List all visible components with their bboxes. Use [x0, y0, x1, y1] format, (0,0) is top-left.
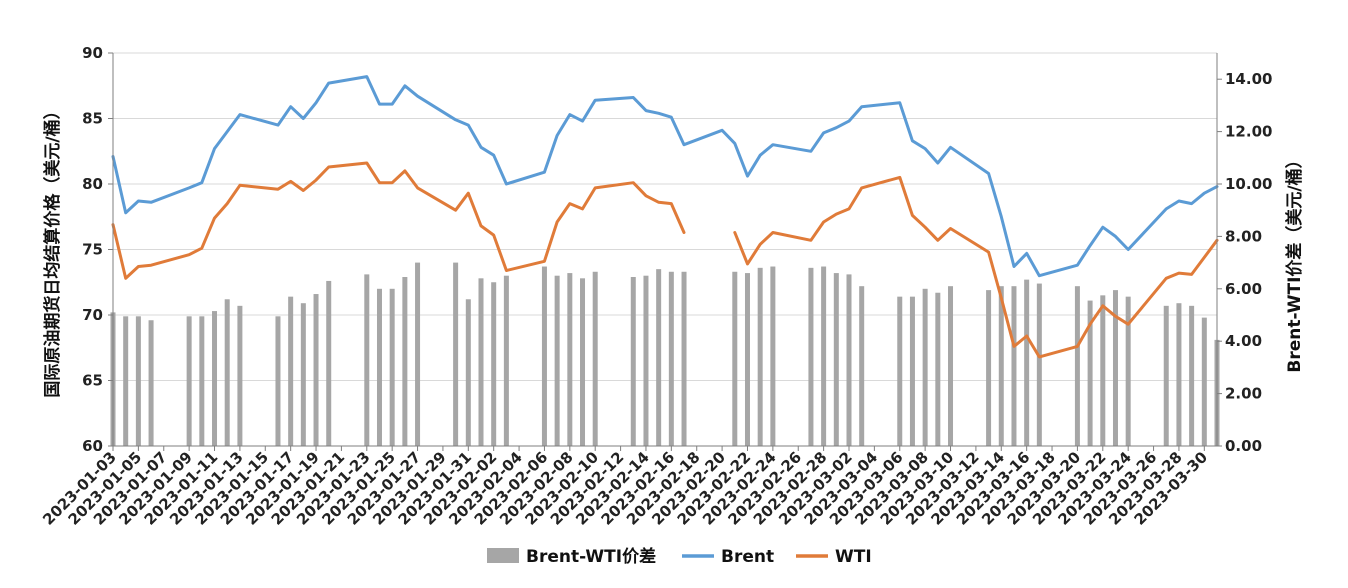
spread-bar — [491, 282, 497, 446]
left-tick-label: 85 — [82, 110, 103, 128]
x-axis-ticks: 2023-01-032023-01-052023-01-072023-01-09… — [39, 446, 1211, 529]
right-tick-label: 12.00 — [1225, 123, 1272, 141]
spread-bar — [1125, 296, 1131, 446]
spread-bar — [744, 273, 750, 446]
spread-bar — [1201, 317, 1207, 446]
spread-bar — [415, 262, 421, 446]
spread-bar — [199, 316, 205, 446]
spread-bar — [288, 296, 294, 446]
right-tick-label: 14.00 — [1225, 70, 1272, 88]
spread-bar — [656, 269, 662, 446]
spread-bar — [364, 274, 370, 446]
wti-line — [111, 161, 1219, 359]
spread-bar — [580, 278, 586, 446]
right-tick-label: 6.00 — [1225, 280, 1262, 298]
spread-bar — [503, 275, 509, 446]
price-lines — [111, 75, 1219, 359]
spread-bar — [1189, 305, 1195, 446]
legend: Brent-WTI价差 Brent WTI — [487, 546, 872, 567]
spread-bar — [846, 274, 852, 446]
spread-bar — [1112, 290, 1118, 446]
left-axis-title: 国际原油期货日均结算价格（美元/桶） — [42, 102, 63, 397]
right-tick-label: 8.00 — [1225, 227, 1262, 245]
legend-swatch-spread — [487, 548, 519, 563]
right-tick-label: 4.00 — [1225, 332, 1262, 350]
spread-bar — [275, 316, 281, 446]
right-tick-label: 0.00 — [1225, 437, 1262, 455]
legend-label-brent: Brent — [721, 547, 774, 567]
right-tick-label: 10.00 — [1225, 175, 1272, 193]
spread-bars — [110, 262, 1220, 446]
spread-bar — [909, 296, 915, 446]
spread-bar — [1087, 300, 1093, 446]
spread-bar — [732, 271, 738, 446]
spread-bar — [770, 266, 776, 446]
spread-bar — [478, 278, 484, 446]
spread-bar — [237, 305, 243, 446]
spread-bar — [453, 262, 459, 446]
right-axis-ticks: 0.00 2.00 4.00 6.00 8.00 10.00 12.00 14.00 — [1217, 70, 1272, 455]
spread-bar — [986, 290, 992, 446]
brent-line — [111, 75, 1219, 278]
spread-bar — [224, 299, 230, 446]
spread-bar — [922, 288, 928, 446]
spread-bar — [300, 303, 306, 446]
spread-bar — [948, 286, 954, 446]
spread-bar — [757, 267, 763, 446]
spread-bar — [833, 273, 839, 446]
spread-bar — [186, 316, 192, 446]
spread-bar — [212, 311, 218, 446]
spread-bar — [465, 299, 471, 446]
right-axis-title: Brent-WTI价差（美元/桶） — [1284, 151, 1305, 372]
spread-bar — [1024, 279, 1030, 446]
spread-bar — [567, 273, 573, 446]
spread-bar — [808, 267, 814, 446]
spread-bar — [1176, 303, 1182, 446]
left-tick-label: 80 — [82, 175, 103, 193]
spread-bar — [1100, 295, 1106, 446]
spread-bar — [592, 271, 598, 446]
spread-bar — [326, 280, 332, 446]
spread-bar — [630, 277, 636, 446]
spread-bar — [668, 271, 674, 446]
spread-bar — [541, 266, 547, 446]
spread-bar — [998, 286, 1004, 446]
left-tick-label: 65 — [82, 372, 103, 390]
left-tick-label: 60 — [82, 437, 103, 455]
spread-bar — [1011, 286, 1017, 446]
legend-label-spread: Brent-WTI价差 — [526, 546, 656, 567]
spread-bar — [1163, 305, 1169, 446]
left-tick-label: 90 — [82, 44, 103, 62]
left-tick-label: 70 — [82, 306, 103, 324]
spread-bar — [897, 296, 903, 446]
right-tick-label: 2.00 — [1225, 385, 1262, 403]
spread-bar — [554, 275, 560, 446]
legend-label-wti: WTI — [835, 547, 872, 567]
left-axis-ticks: 60 65 70 75 80 85 90 — [82, 44, 113, 455]
spread-bar — [643, 275, 649, 446]
spread-bar — [935, 292, 941, 446]
spread-bar — [821, 266, 827, 446]
spread-bar — [402, 277, 408, 446]
spread-bar — [1074, 286, 1080, 446]
spread-bar — [313, 294, 319, 446]
spread-bar — [681, 271, 687, 446]
spread-bar — [859, 286, 865, 446]
gridlines — [113, 52, 1217, 447]
spread-bar — [376, 288, 382, 446]
spread-bar — [148, 320, 154, 446]
left-tick-label: 75 — [82, 241, 103, 259]
spread-bar — [135, 316, 141, 446]
spread-bar — [123, 316, 129, 446]
spread-bar — [389, 288, 395, 446]
spread-bar — [1036, 283, 1042, 446]
